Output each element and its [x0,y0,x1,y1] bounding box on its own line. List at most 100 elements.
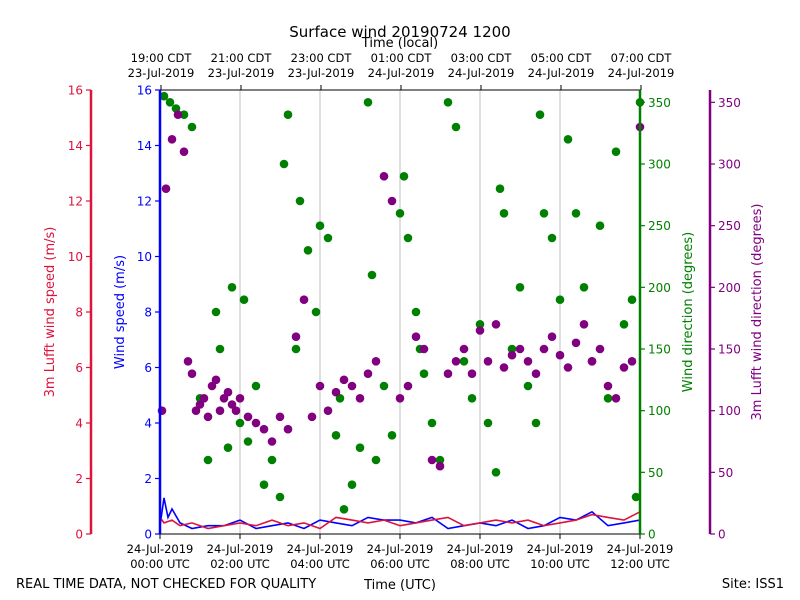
point-lufft-dir [267,437,277,446]
series-layer [157,91,645,530]
lufft-dir-tick-label: 0 [718,528,726,542]
x-top-tick-date: 24-Jul-2019 [608,66,675,80]
point-lufft-dir [179,147,189,156]
point-lufft-dir [355,394,365,403]
point-lufft-dir [183,357,193,366]
x-top-tick-time: 19:00 CDT [131,51,193,65]
wind-dir-tick-label: 100 [648,404,671,418]
point-wind-dir [243,437,253,446]
point-wind-dir [315,221,325,230]
point-wind-dir [603,394,613,403]
point-lufft-dir [523,357,533,366]
point-wind-dir [239,295,249,305]
point-wind-dir [563,135,573,144]
point-lufft-dir [483,357,493,366]
point-wind-dir [571,209,581,218]
point-lufft-dir [539,344,549,354]
point-wind-dir [523,381,533,391]
x-bottom-tick-date: 24-Jul-2019 [607,542,674,556]
x-bottom-tick-date: 24-Jul-2019 [287,542,354,556]
x-top-tick-date: 24-Jul-2019 [528,66,595,80]
point-lufft-dir [371,357,381,366]
x-bottom-tick-date: 24-Jul-2019 [207,542,274,556]
point-wind-dir [259,480,269,490]
wind-speed-tick-label: 2 [144,472,152,486]
point-wind-dir [355,443,365,453]
lufft-dir-tick-label: 300 [718,158,741,172]
point-wind-dir [395,209,405,218]
lufft-speed-tick-label: 14 [68,139,83,153]
point-wind-dir [611,147,621,156]
point-lufft-dir [161,184,171,193]
point-lufft-dir [611,394,621,403]
point-wind-dir [443,98,453,107]
lufft-dir-tick-label: 50 [718,466,733,480]
lufft-dir-tick-label: 100 [718,404,741,418]
lufft-speed-tick-label: 16 [68,84,83,98]
x-bottom-tick-time: 04:00 UTC [290,557,350,571]
point-lufft-dir [387,196,397,206]
point-lufft-dir [515,344,525,354]
x-top-tick-date: 24-Jul-2019 [448,66,515,80]
x-top-tick-date: 23-Jul-2019 [128,66,195,80]
x-top-tick-time: 23:00 CDT [291,51,353,65]
grid-lines [239,90,561,534]
x-bottom-tick-time: 06:00 UTC [370,557,430,571]
point-lufft-dir [173,110,183,119]
point-lufft-dir [203,412,213,422]
top-axis-label: Time (local) [361,36,438,51]
point-lufft-dir [199,394,209,403]
site-label: Site: ISS1 [722,577,784,592]
point-wind-dir [495,184,505,193]
point-wind-dir [323,233,333,243]
point-wind-dir [555,295,565,305]
point-lufft-dir [603,381,613,391]
point-wind-dir [159,91,169,101]
point-lufft-dir [231,406,241,416]
point-wind-dir [215,344,225,354]
point-wind-dir [483,418,493,428]
x-bottom-tick-date: 24-Jul-2019 [127,542,194,556]
point-wind-dir [491,468,501,477]
x-bottom-tick-date: 24-Jul-2019 [367,542,434,556]
point-lufft-dir [491,320,501,329]
point-lufft-dir [323,406,333,416]
point-wind-dir [435,455,445,465]
point-lufft-dir [207,381,217,391]
point-wind-dir [371,455,381,465]
point-wind-dir [507,344,517,354]
point-lufft-dir [499,363,509,372]
lufft-dir-tick-label: 150 [718,343,741,357]
point-lufft-dir [223,387,233,397]
wind-dir-tick-label: 300 [648,158,671,172]
point-lufft-dir [243,412,253,422]
x-top-tick-time: 03:00 CDT [451,51,513,65]
point-lufft-dir [283,424,293,434]
point-wind-dir [267,455,277,465]
quality-disclaimer: REAL TIME DATA, NOT CHECKED FOR QUALITY [16,577,316,592]
point-lufft-dir [563,363,573,372]
wind-speed-tick-label: 4 [144,417,152,431]
x-top-tick-date: 23-Jul-2019 [288,66,355,80]
point-wind-dir [303,246,313,255]
wind-dir-tick-label: 250 [648,219,671,233]
x-top-tick-date: 24-Jul-2019 [368,66,435,80]
point-wind-dir [499,209,509,218]
point-lufft-dir [627,357,637,366]
wind-dir-tick-label: 350 [648,96,671,110]
x-bottom-tick-time: 10:00 UTC [530,557,590,571]
point-wind-dir [539,209,549,218]
point-wind-dir [363,98,373,107]
point-wind-dir [579,283,589,292]
point-wind-dir [311,307,321,317]
point-wind-dir [187,122,197,132]
point-lufft-dir [427,455,437,465]
point-lufft-dir [467,369,477,379]
lufft-dir-tick-label: 200 [718,281,741,295]
point-lufft-dir [259,424,269,434]
point-lufft-dir [475,326,485,335]
point-wind-dir [475,320,485,329]
point-wind-dir [179,110,189,119]
point-wind-dir [403,233,413,243]
